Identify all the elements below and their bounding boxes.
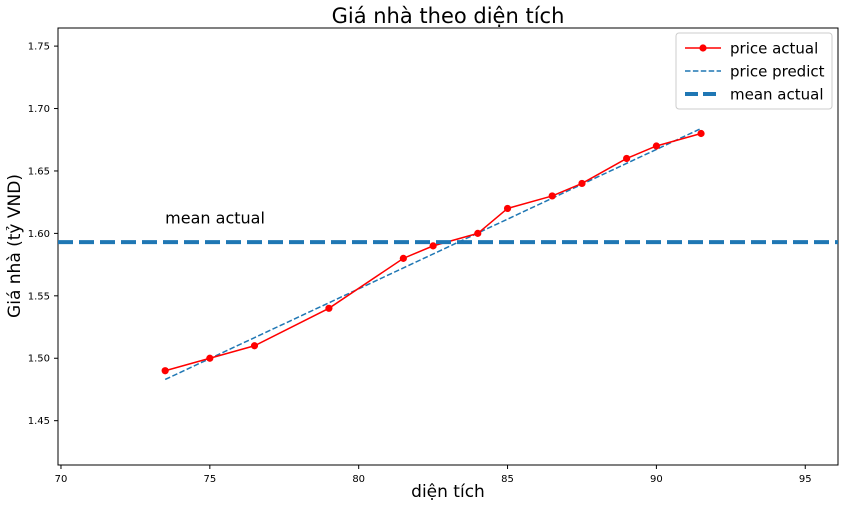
price-actual-point	[503, 204, 512, 213]
y-tick-label: 1.45	[28, 416, 50, 427]
x-tick-label: 95	[799, 474, 812, 485]
price-actual-point	[548, 192, 556, 200]
x-tick-label: 75	[203, 474, 216, 485]
annotation-layer: mean actual	[165, 208, 265, 227]
legend-price-predict-label: price predict	[730, 63, 825, 81]
price-actual-point	[578, 179, 586, 188]
legend-box	[675, 32, 833, 110]
x-tick-label: 90	[650, 474, 663, 485]
chart-title: Giá nhà theo diện tích	[332, 4, 565, 28]
y-tick-label: 1.65	[28, 166, 50, 177]
x-tick-label: 85	[501, 474, 514, 485]
y-tick-label: 1.50	[28, 354, 50, 365]
x-axis-label: diện tích	[411, 482, 485, 502]
legend-price-actual-marker	[699, 44, 707, 52]
series-layer	[58, 127, 838, 381]
legend-mean-actual-label: mean actual	[730, 86, 824, 104]
y-axis-label: Giá nhà (tỷ VND)	[5, 174, 25, 318]
x-tick-label: 80	[352, 474, 365, 485]
x-tick-label: 70	[55, 474, 68, 485]
price-actual-point	[399, 254, 407, 262]
price-actual-point	[474, 229, 482, 237]
price-actual-point	[623, 154, 631, 163]
price-actual-point	[697, 129, 705, 138]
mean-actual-annotation: mean actual	[165, 208, 265, 227]
x-ticks: 70 75 80 85 90 95	[55, 465, 812, 485]
price-actual-point	[325, 304, 333, 312]
price-actual-point	[652, 142, 660, 150]
y-tick-label: 1.60	[28, 229, 50, 240]
y-tick-label: 1.75	[28, 42, 50, 53]
price-predict-line	[164, 127, 702, 381]
y-tick-label: 1.55	[28, 291, 50, 302]
legend: price actual price predict mean actual	[675, 32, 833, 110]
legend-price-actual-label: price actual	[730, 40, 818, 58]
y-ticks: 1.45 1.50 1.55 1.60 1.65 1.70 1.75	[28, 42, 58, 427]
y-tick-label: 1.70	[28, 104, 50, 115]
price-actual-point	[250, 342, 259, 350]
price-actual-point	[161, 367, 169, 375]
price-actual-point	[206, 354, 214, 362]
price-actual-point	[429, 242, 437, 250]
